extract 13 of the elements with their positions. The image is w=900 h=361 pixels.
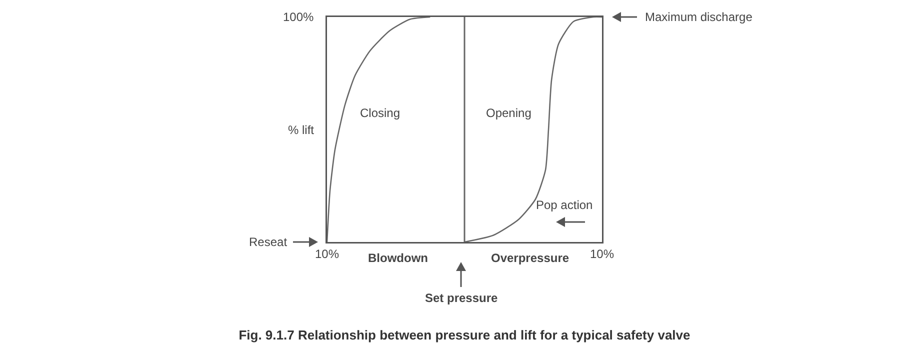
annotation: Closing xyxy=(360,106,400,120)
annotation: Opening xyxy=(486,106,532,120)
x-tick-label: 10% xyxy=(590,246,614,261)
text: 100% xyxy=(283,10,314,24)
text: Set pressure xyxy=(425,291,498,305)
x-tick-label: 10% xyxy=(314,246,340,261)
text: Fig. 9.1.7 Relationship between pressure and lift for a typical safety valve xyxy=(238,327,690,342)
y-axis-title: % lift xyxy=(288,123,315,137)
text: Maximum discharge xyxy=(645,10,753,24)
annotation: Pop action xyxy=(536,198,593,212)
text: Reseat xyxy=(249,235,288,249)
text: Overpressure xyxy=(491,251,570,265)
text: Blowdown xyxy=(368,251,428,265)
